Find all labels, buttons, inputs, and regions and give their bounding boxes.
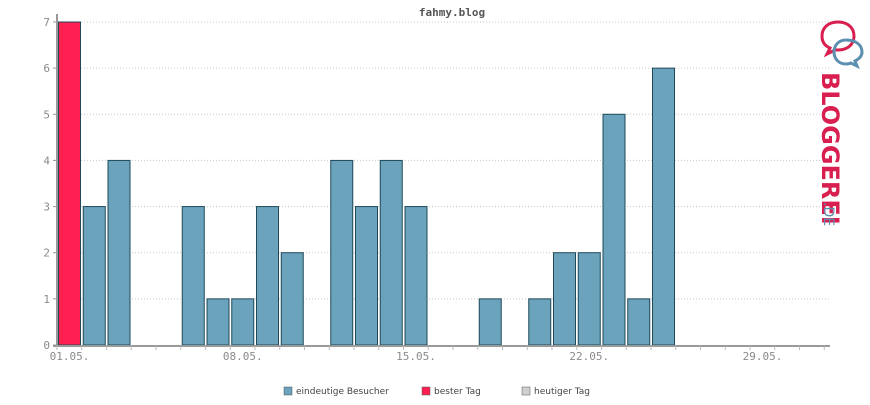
bar — [82, 206, 106, 346]
x-axis-labels: 01.05. 08.05. 15.05. 22.05. 29.05. — [50, 350, 783, 363]
y-tick-label: 1 — [43, 293, 50, 306]
legend-label-visitors: eindeutige Besucher — [296, 387, 389, 397]
legend: eindeutige Besucher bester Tag heutiger … — [283, 386, 590, 397]
bar — [379, 159, 403, 346]
chart-title: fahmy.blog — [419, 6, 485, 19]
bar — [553, 252, 576, 346]
bar — [355, 206, 378, 346]
x-tick-label: 01.05. — [50, 350, 90, 363]
bar — [330, 159, 354, 346]
bar — [231, 298, 255, 346]
bar-best-day — [58, 21, 81, 346]
y-tick-label: 0 — [43, 339, 50, 352]
bar — [478, 298, 502, 346]
bar — [107, 159, 131, 346]
bar — [577, 252, 601, 346]
axes — [53, 14, 830, 350]
bar — [206, 298, 230, 346]
bar — [627, 298, 651, 346]
y-tick-label: 7 — [43, 16, 50, 29]
y-axis-labels: 0 1 2 3 4 5 6 7 — [43, 16, 50, 352]
x-tick-label: 08.05. — [223, 350, 263, 363]
y-tick-label: 4 — [43, 154, 50, 167]
logo-domain: .DE — [820, 202, 836, 226]
bar — [181, 206, 205, 346]
legend-label-today: heutiger Tag — [534, 387, 590, 397]
bar — [602, 113, 626, 346]
bar — [652, 67, 675, 346]
y-tick-label: 3 — [43, 201, 50, 214]
x-tick-label: 29.05. — [743, 350, 783, 363]
bar — [528, 298, 552, 346]
bar — [404, 206, 428, 346]
legend-swatch-visitors — [283, 386, 293, 396]
bloggerei-logo: BLOGGEREI .DE — [816, 20, 864, 226]
y-tick-label: 6 — [43, 62, 50, 75]
bar — [256, 206, 279, 346]
x-tick-label: 22.05. — [569, 350, 609, 363]
logo-text: BLOGGEREI — [816, 72, 844, 225]
grid — [53, 21, 830, 346]
bars — [58, 21, 675, 346]
y-tick-label: 2 — [43, 247, 50, 260]
legend-label-best-day: bester Tag — [434, 387, 481, 397]
legend-swatch-best-day — [421, 386, 431, 396]
legend-swatch-today — [521, 386, 531, 396]
y-tick-label: 5 — [43, 108, 50, 121]
logo-bubbles-icon — [820, 20, 864, 70]
bar — [280, 252, 304, 346]
x-tick-label: 15.05. — [396, 350, 436, 363]
